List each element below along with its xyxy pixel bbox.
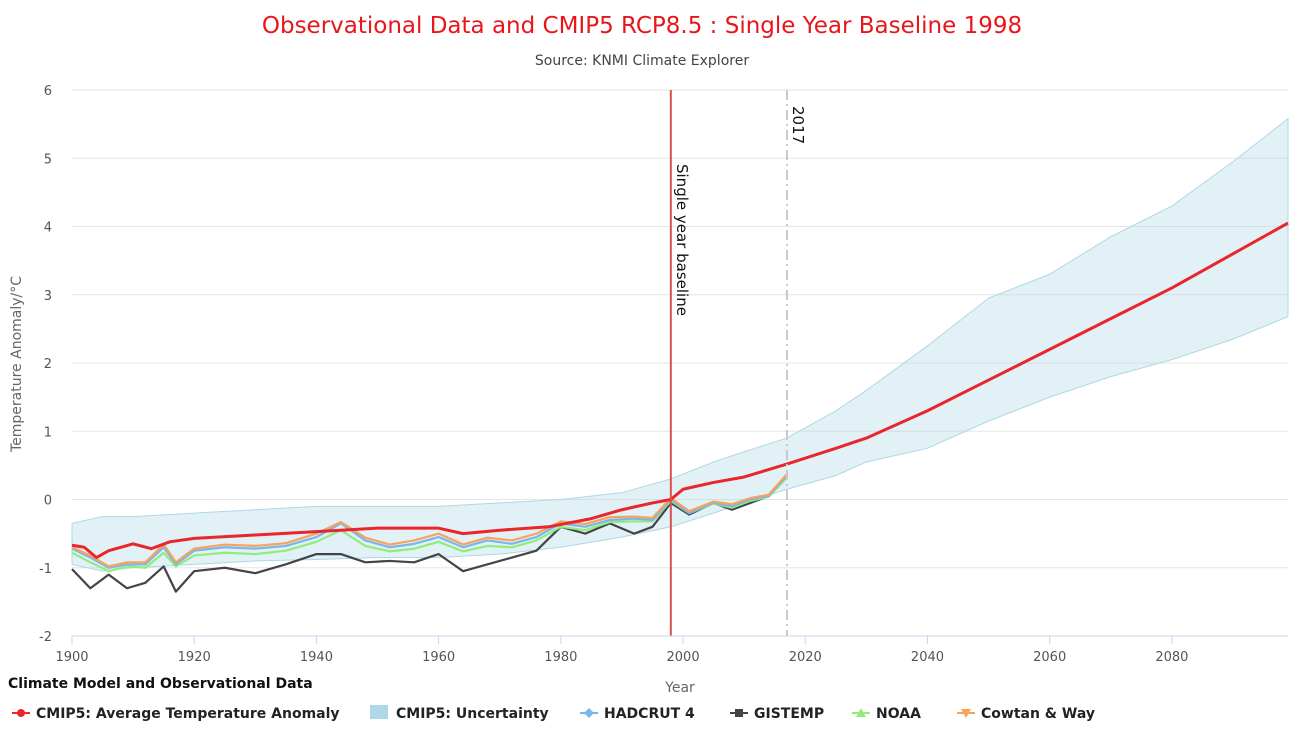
legend-item-cmip5-uncertainty[interactable]: CMIP5: Uncertainty <box>370 705 549 722</box>
x-tick-label: 1960 <box>422 650 455 665</box>
y-tick-label: -1 <box>39 562 52 577</box>
legend-marker <box>856 708 866 717</box>
legend-label: NOAA <box>876 706 921 722</box>
y-tick-label: 2 <box>44 357 52 372</box>
x-tick-label: 2060 <box>1033 650 1066 665</box>
y-tick-label: 5 <box>44 152 52 167</box>
gistemp-line <box>71 474 788 593</box>
y-tick-label: 0 <box>44 494 52 509</box>
plot-line-label-1: 2017 <box>789 106 807 144</box>
legend-marker <box>961 709 971 718</box>
series-layer <box>71 117 1289 593</box>
x-tick-label: 1900 <box>55 650 88 665</box>
hadcrut4-line <box>71 474 788 569</box>
x-tick-label: 2080 <box>1155 650 1188 665</box>
x-tick-label: 1940 <box>300 650 333 665</box>
x-axis-title: Year <box>664 680 695 696</box>
x-tick-label: 2000 <box>667 650 700 665</box>
legend-label: Cowtan & Way <box>981 706 1095 722</box>
y-tick-label: 1 <box>44 425 52 440</box>
legend-item-cowtan-way[interactable]: Cowtan & Way <box>957 706 1095 722</box>
legend-item-hadcrut4[interactable]: HADCRUT 4 <box>580 706 695 722</box>
legend-marker <box>17 709 25 717</box>
y-tick-label: 6 <box>44 84 52 99</box>
plot-lines: Single year baseline 2017 <box>669 90 807 636</box>
y-tick-label: 3 <box>44 289 52 304</box>
x-tick-label: 1980 <box>544 650 577 665</box>
y-tick-label: -2 <box>39 630 52 645</box>
cowtan-way-line <box>71 473 788 568</box>
legend-label: GISTEMP <box>754 706 824 722</box>
x-tick-label: 2040 <box>911 650 944 665</box>
cmip5-uncertainty-band <box>71 117 1289 572</box>
chart-subtitle: Source: KNMI Climate Explorer <box>535 53 749 69</box>
legend-title: Climate Model and Observational Data <box>8 676 313 692</box>
x-tick-label: 2020 <box>789 650 822 665</box>
legend-label: CMIP5: Uncertainty <box>396 706 549 722</box>
legend-label: HADCRUT 4 <box>604 706 695 722</box>
legend[interactable]: CMIP5: Average Temperature Anomaly CMIP5:… <box>12 705 1095 722</box>
cmip5-mean-line <box>71 221 1289 560</box>
axes: -2 -1 0 1 2 3 4 5 6 1900 1920 1940 1960 1980 2000 2020 2… <box>39 84 1288 665</box>
plot-line-label-0: Single year baseline <box>673 164 691 316</box>
legend-item-gistemp[interactable]: GISTEMP <box>730 706 824 722</box>
legend-label: CMIP5: Average Temperature Anomaly <box>36 706 340 722</box>
y-axis-title: Temperature Anomaly/°C <box>9 276 25 453</box>
legend-marker <box>735 709 743 717</box>
legend-marker <box>584 708 594 718</box>
chart-title: Observational Data and CMIP5 RCP8.5 : Si… <box>262 13 1022 39</box>
legend-item-noaa[interactable]: NOAA <box>852 706 921 722</box>
legend-item-cmip5-mean[interactable]: CMIP5: Average Temperature Anomaly <box>12 706 340 722</box>
x-tick-label: 1920 <box>178 650 211 665</box>
legend-swatch <box>370 705 388 719</box>
y-tick-label: 4 <box>44 221 52 236</box>
